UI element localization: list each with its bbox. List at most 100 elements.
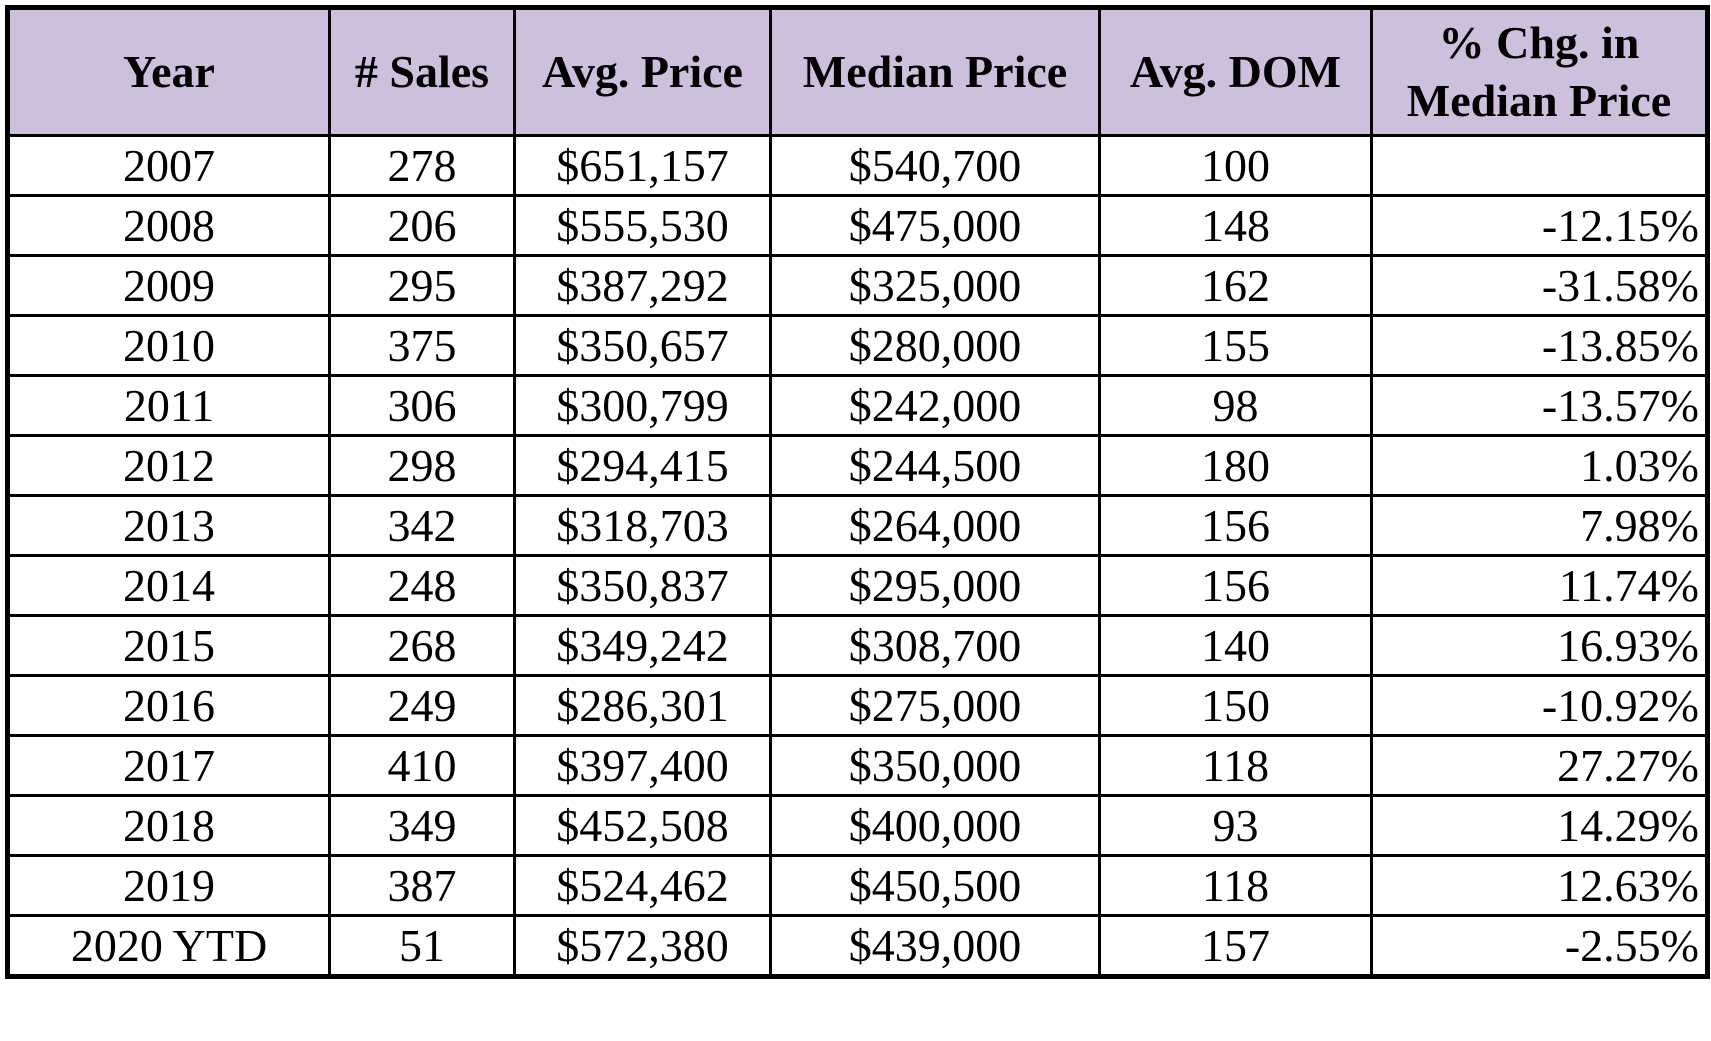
cell-avg-dom: 148 — [1098, 194, 1373, 257]
cell-year: 2013 — [6, 494, 331, 557]
cell-sales: 387 — [328, 854, 516, 917]
cell-avg-dom: 98 — [1098, 374, 1373, 437]
cell-avg-price: $300,799 — [513, 374, 772, 437]
cell-avg-dom: 155 — [1098, 314, 1373, 377]
sales-table: Year # Sales Avg. Price Median Price Avg… — [5, 5, 1710, 979]
cell-year: 2010 — [6, 314, 331, 377]
cell-sales: 206 — [328, 194, 516, 257]
cell-avg-dom: 140 — [1098, 614, 1373, 677]
cell-year: 2017 — [6, 734, 331, 797]
cell-pct-change: -2.55% — [1370, 914, 1709, 978]
cell-pct-change: 27.27% — [1370, 734, 1709, 797]
cell-sales: 342 — [328, 494, 516, 557]
cell-sales: 298 — [328, 434, 516, 497]
cell-median-price: $280,000 — [769, 314, 1101, 377]
table-row: 2009 295 $387,292 $325,000 162 -31.58% — [6, 254, 1709, 317]
table-body: 2007 278 $651,157 $540,700 100 2008 206 $555,53… — [6, 134, 1709, 978]
cell-avg-dom: 118 — [1098, 854, 1373, 917]
table-row: 2008 206 $555,530 $475,000 148 -12.15% — [6, 194, 1709, 257]
cell-median-price: $540,700 — [769, 134, 1101, 197]
cell-sales: 51 — [328, 914, 516, 978]
cell-year: 2015 — [6, 614, 331, 677]
table-row: 2014 248 $350,837 $295,000 156 11.74% — [6, 554, 1709, 617]
cell-avg-price: $350,837 — [513, 554, 772, 617]
cell-median-price: $264,000 — [769, 494, 1101, 557]
cell-year: 2018 — [6, 794, 331, 857]
cell-median-price: $242,000 — [769, 374, 1101, 437]
cell-avg-price: $350,657 — [513, 314, 772, 377]
table-row: 2017 410 $397,400 $350,000 118 27.27% — [6, 734, 1709, 797]
table-row: 2007 278 $651,157 $540,700 100 — [6, 134, 1709, 197]
cell-avg-dom: 100 — [1098, 134, 1373, 197]
cell-avg-price: $387,292 — [513, 254, 772, 317]
header-median-price: Median Price — [769, 6, 1101, 137]
header-avg-dom: Avg. DOM — [1098, 6, 1373, 137]
table-row: 2011 306 $300,799 $242,000 98 -13.57% — [6, 374, 1709, 437]
cell-sales: 306 — [328, 374, 516, 437]
cell-sales: 375 — [328, 314, 516, 377]
cell-avg-price: $318,703 — [513, 494, 772, 557]
cell-pct-change: -13.85% — [1370, 314, 1709, 377]
table-row: 2018 349 $452,508 $400,000 93 14.29% — [6, 794, 1709, 857]
table-row: 2013 342 $318,703 $264,000 156 7.98% — [6, 494, 1709, 557]
table-row: 2016 249 $286,301 $275,000 150 -10.92% — [6, 674, 1709, 737]
cell-pct-change: 12.63% — [1370, 854, 1709, 917]
cell-avg-price: $555,530 — [513, 194, 772, 257]
cell-median-price: $295,000 — [769, 554, 1101, 617]
cell-year: 2014 — [6, 554, 331, 617]
cell-median-price: $308,700 — [769, 614, 1101, 677]
header-row: Year # Sales Avg. Price Median Price Avg… — [6, 6, 1709, 137]
cell-avg-price: $524,462 — [513, 854, 772, 917]
cell-avg-dom: 93 — [1098, 794, 1373, 857]
table-row: 2019 387 $524,462 $450,500 118 12.63% — [6, 854, 1709, 917]
cell-pct-change: -31.58% — [1370, 254, 1709, 317]
cell-sales: 268 — [328, 614, 516, 677]
cell-year: 2007 — [6, 134, 331, 197]
cell-avg-price: $651,157 — [513, 134, 772, 197]
cell-avg-price: $572,380 — [513, 914, 772, 978]
cell-median-price: $244,500 — [769, 434, 1101, 497]
cell-sales: 410 — [328, 734, 516, 797]
cell-pct-change: 1.03% — [1370, 434, 1709, 497]
cell-avg-dom: 150 — [1098, 674, 1373, 737]
cell-pct-change: 11.74% — [1370, 554, 1709, 617]
cell-median-price: $450,500 — [769, 854, 1101, 917]
cell-year: 2019 — [6, 854, 331, 917]
cell-sales: 249 — [328, 674, 516, 737]
cell-avg-dom: 156 — [1098, 554, 1373, 617]
cell-avg-dom: 156 — [1098, 494, 1373, 557]
header-pct-change: % Chg. in Median Price — [1370, 6, 1709, 137]
cell-pct-change: 7.98% — [1370, 494, 1709, 557]
cell-pct-change — [1370, 134, 1709, 197]
table-row: 2020 YTD 51 $572,380 $439,000 157 -2.55% — [6, 914, 1709, 978]
cell-avg-price: $349,242 — [513, 614, 772, 677]
cell-pct-change: 16.93% — [1370, 614, 1709, 677]
cell-year: 2016 — [6, 674, 331, 737]
cell-avg-dom: 180 — [1098, 434, 1373, 497]
header-sales: # Sales — [328, 6, 516, 137]
cell-avg-dom: 118 — [1098, 734, 1373, 797]
cell-sales: 295 — [328, 254, 516, 317]
cell-median-price: $439,000 — [769, 914, 1101, 978]
cell-sales: 349 — [328, 794, 516, 857]
cell-year: 2012 — [6, 434, 331, 497]
cell-sales: 278 — [328, 134, 516, 197]
cell-avg-price: $286,301 — [513, 674, 772, 737]
cell-pct-change: 14.29% — [1370, 794, 1709, 857]
cell-avg-price: $397,400 — [513, 734, 772, 797]
cell-median-price: $475,000 — [769, 194, 1101, 257]
cell-median-price: $325,000 — [769, 254, 1101, 317]
cell-year: 2020 YTD — [6, 914, 331, 978]
table-row: 2010 375 $350,657 $280,000 155 -13.85% — [6, 314, 1709, 377]
cell-year: 2009 — [6, 254, 331, 317]
cell-median-price: $400,000 — [769, 794, 1101, 857]
cell-pct-change: -10.92% — [1370, 674, 1709, 737]
header-avg-price: Avg. Price — [513, 6, 772, 137]
cell-sales: 248 — [328, 554, 516, 617]
table-row: 2012 298 $294,415 $244,500 180 1.03% — [6, 434, 1709, 497]
cell-median-price: $275,000 — [769, 674, 1101, 737]
sales-table-container: Year # Sales Avg. Price Median Price Avg… — [5, 5, 1710, 979]
table-row: 2015 268 $349,242 $308,700 140 16.93% — [6, 614, 1709, 677]
cell-year: 2011 — [6, 374, 331, 437]
cell-median-price: $350,000 — [769, 734, 1101, 797]
